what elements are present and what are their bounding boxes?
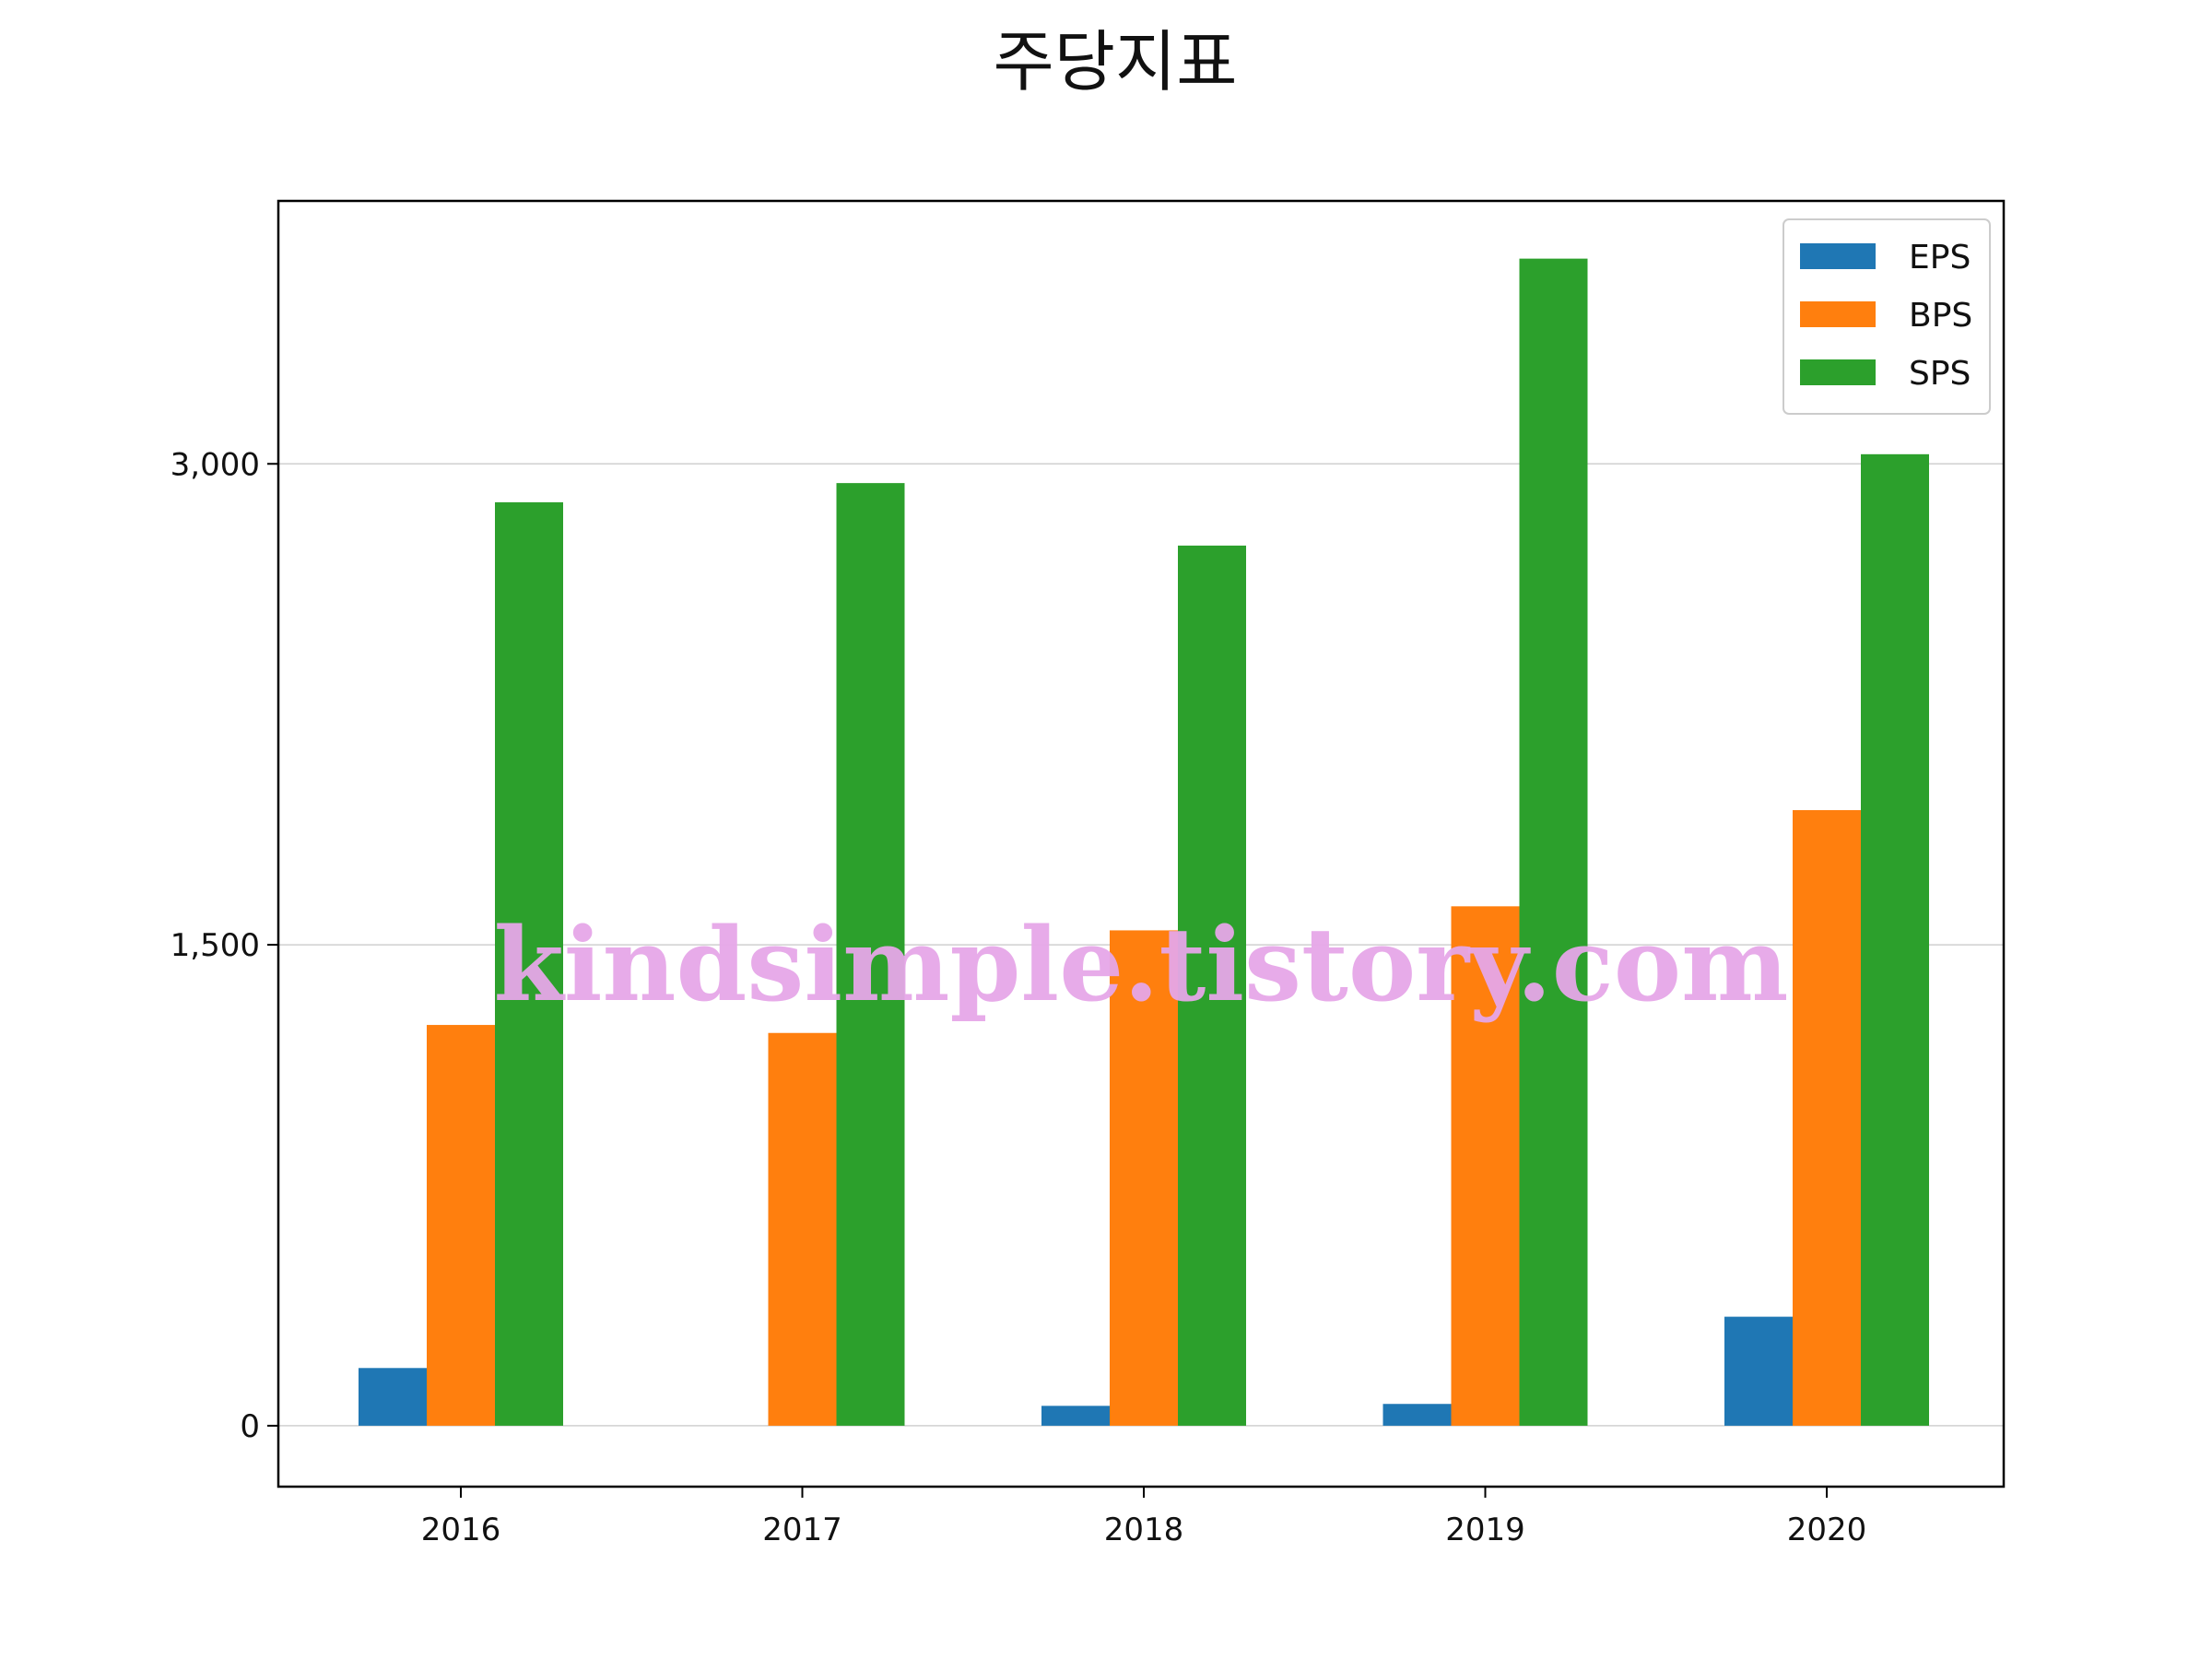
bar-bps-2017 [768,1032,837,1426]
legend-swatch-bps [1800,301,1876,327]
bar-bps-2018 [1110,930,1178,1426]
legend-label-eps: EPS [1909,239,1971,276]
axes-ticks: 0 1,500 3,000 2016 2017 2018 2019 2020 [171,446,1867,1548]
bar-bps-2016 [427,1025,495,1426]
legend-swatch-eps [1800,243,1876,269]
watermark: kindsimple.tistory.com [494,905,1789,1024]
y-tick-label: 1,500 [171,927,260,964]
chart-title: 주당지표 [994,23,1238,100]
bar-sps-2020 [1861,453,1929,1426]
legend-label-sps: SPS [1909,355,1971,393]
bar-eps-2018 [1041,1406,1110,1426]
bar-eps-2020 [1724,1316,1793,1426]
bar-sps-2016 [495,502,563,1426]
legend-swatch-sps [1800,359,1876,385]
x-tick-label: 2018 [1104,1512,1184,1548]
x-tick-label: 2017 [762,1512,842,1548]
bar-sps-2017 [836,483,905,1426]
bar-bps-2019 [1451,906,1520,1426]
bar-eps-2016 [359,1368,427,1426]
bar-bps-2020 [1793,809,1861,1426]
y-tick-label: 0 [240,1408,260,1445]
x-tick-label: 2019 [1445,1512,1525,1548]
bars [359,258,1929,1426]
bar-eps-2019 [1382,1404,1452,1426]
bar-sps-2018 [1178,545,1246,1426]
y-tick-label: 3,000 [171,446,260,483]
x-tick-label: 2016 [421,1512,501,1548]
x-tick-label: 2020 [1787,1512,1867,1548]
plot-frame [276,199,2006,1488]
bar-sps-2019 [1519,258,1588,1426]
legend-label-bps: BPS [1909,297,1972,335]
legend: EPS BPS SPS [1783,218,1991,415]
